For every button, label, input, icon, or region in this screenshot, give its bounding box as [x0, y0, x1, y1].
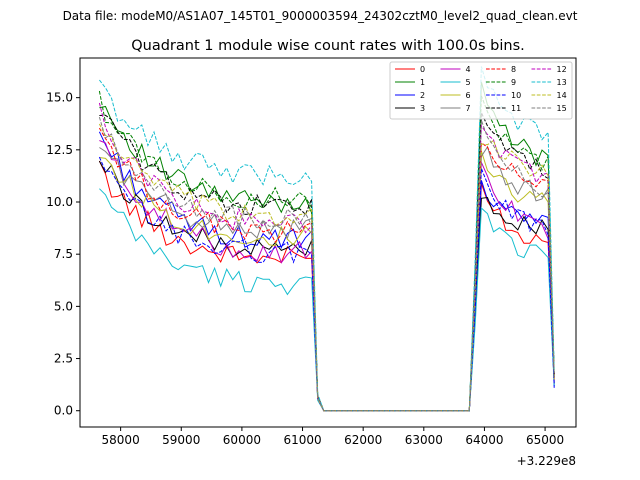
legend-label-1: 1 [420, 78, 425, 87]
y-axis: 0.0 2.5 5.0 7.5 10.0 12.5 15.0 [46, 91, 80, 418]
legend-label-9: 9 [511, 78, 516, 87]
series-line-7 [99, 145, 555, 412]
x-tick-label: 61000 [283, 433, 321, 447]
legend-label-6: 6 [466, 91, 471, 100]
legend-label-5: 5 [466, 78, 471, 87]
legend-label-10: 10 [511, 91, 521, 100]
series-line-9 [98, 90, 555, 412]
legend-label-0: 0 [420, 65, 425, 74]
y-tick-label: 12.5 [46, 143, 73, 157]
x-tick-label: 64000 [465, 433, 503, 447]
x-tick-label: 65000 [526, 433, 564, 447]
x-tick-label: 60000 [223, 433, 261, 447]
plot-area [98, 66, 555, 412]
x-offset-label: +3.229e8 [517, 454, 576, 468]
x-tick-label: 58000 [102, 433, 140, 447]
legend-label-4: 4 [466, 65, 471, 74]
x-axis: 58000 59000 60000 61000 62000 63000 64000 65000 [102, 427, 564, 447]
y-tick-label: 0.0 [54, 404, 73, 418]
legend-label-13: 13 [557, 78, 567, 87]
series-layer [98, 66, 555, 412]
legend-label-12: 12 [557, 65, 567, 74]
x-tick-label: 59000 [162, 433, 200, 447]
y-tick-label: 2.5 [54, 352, 73, 366]
series-line-12 [98, 102, 555, 412]
legend-label-15: 15 [557, 104, 567, 113]
series-line-15 [98, 116, 555, 412]
y-tick-label: 7.5 [54, 247, 73, 261]
y-tick-label: 15.0 [46, 91, 73, 105]
legend-label-8: 8 [511, 65, 516, 74]
x-tick-label: 63000 [405, 433, 443, 447]
series-line-11 [99, 112, 555, 412]
legend-label-7: 7 [466, 104, 471, 113]
legend-box [389, 61, 573, 120]
legend-label-2: 2 [420, 91, 425, 100]
legend-label-3: 3 [420, 104, 425, 113]
chart-suptitle: Data file: modeM0/AS1A07_145T01_90000035… [63, 9, 578, 23]
legend-label-14: 14 [557, 91, 567, 100]
y-tick-label: 5.0 [54, 299, 73, 313]
plot-frame [79, 57, 577, 428]
x-tick-label: 62000 [344, 433, 382, 447]
y-tick-label: 10.0 [46, 195, 73, 209]
series-line-8 [98, 127, 555, 412]
chart-title: Quadrant 1 module wise count rates with … [131, 38, 525, 54]
legend-label-11: 11 [511, 104, 521, 113]
series-line-1 [99, 81, 555, 412]
